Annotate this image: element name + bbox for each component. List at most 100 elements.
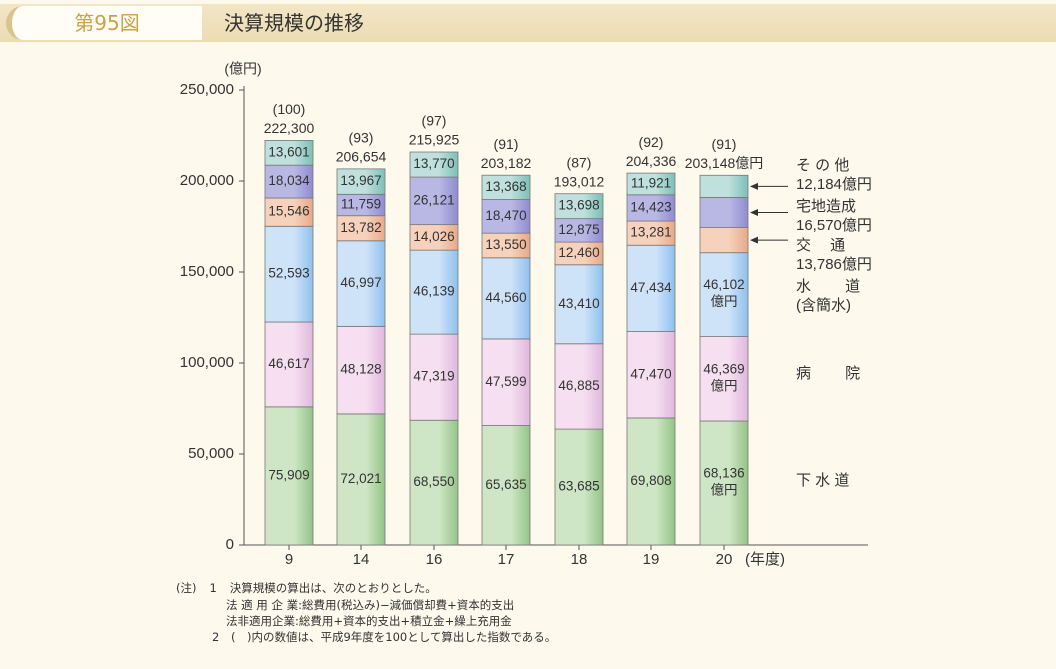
data-label: 26,121 [413, 192, 454, 207]
series-label: 交 通 [796, 236, 845, 254]
bar-segment [264, 225, 314, 323]
series-label: (含簡水) [796, 296, 851, 314]
index-label: (91) [494, 136, 519, 152]
data-label: 47,470 [630, 366, 671, 381]
x-tick-label: 20 [716, 551, 733, 568]
data-label: 13,967 [340, 173, 381, 188]
data-label: 12,875 [558, 222, 599, 237]
total-label: 222,300 [264, 120, 315, 136]
bar-segment [481, 174, 531, 200]
index-label: (93) [349, 130, 374, 146]
bar-segment [481, 338, 531, 426]
data-label: 72,021 [340, 471, 381, 486]
bar-segment [699, 336, 749, 422]
data-label: 11,759 [341, 197, 381, 212]
data-label: 68,136 [703, 466, 744, 481]
bar-segment [699, 197, 749, 229]
y-axis-unit: (億円) [224, 61, 261, 77]
index-label: (97) [422, 113, 447, 129]
bar-segment [336, 240, 386, 327]
total-label: 204,336 [626, 153, 677, 169]
bar-segment [554, 343, 604, 430]
data-label: 43,410 [558, 296, 599, 311]
data-label-unit: 億円 [711, 483, 738, 498]
bar-segment [626, 172, 676, 196]
y-tick-label: 250,000 [180, 81, 234, 98]
data-label: 13,550 [485, 237, 526, 252]
series-label: 下 水 道 [796, 472, 849, 489]
bar-segment [699, 420, 749, 546]
bar-segment [336, 168, 386, 195]
note-1a: 法 適 用 企 業:総費用(税込み)−減価償却費+資本的支出 [226, 598, 515, 612]
figure-number: 第95図 [6, 6, 202, 40]
index-label: (92) [639, 134, 664, 150]
data-label: 46,997 [340, 275, 381, 290]
data-label: 12,460 [558, 245, 599, 260]
note-1: (注) 1 決算規模の算出は、次のとおりとした。 [176, 580, 437, 596]
series-label: 12,184億円 [796, 176, 872, 193]
series-label: 16,570億円 [796, 217, 872, 234]
data-label: 47,319 [413, 369, 454, 384]
data-label: 13,601 [268, 144, 309, 159]
note-1-number: 1 [209, 581, 217, 595]
legend-arrow-head [750, 209, 758, 217]
data-label: 14,026 [413, 229, 454, 244]
data-label: 11,921 [631, 176, 671, 191]
note-prefix: (注) [176, 581, 197, 595]
data-label: 46,102 [703, 277, 744, 292]
total-label: 215,925 [409, 132, 460, 148]
data-label: 63,685 [558, 479, 599, 494]
y-tick-label: 100,000 [180, 354, 234, 371]
data-label: 15,546 [268, 204, 309, 219]
total-label: 203,182 [481, 155, 532, 171]
bar-segment [336, 215, 386, 242]
legend-arrow-head [750, 236, 758, 244]
index-label: (87) [567, 154, 592, 170]
data-label: 13,281 [630, 225, 671, 240]
bar-segment [481, 425, 531, 546]
bar-segment [626, 244, 676, 332]
bar-segment [336, 325, 386, 415]
data-label: 47,599 [485, 374, 526, 389]
index-label: (91) [712, 136, 737, 152]
bar-segment [699, 174, 749, 198]
data-label: 69,808 [630, 473, 671, 488]
data-label: 47,434 [630, 280, 672, 295]
bar-segment [409, 151, 459, 178]
bar-segment [481, 199, 531, 234]
bar-segment [554, 428, 604, 546]
data-label: 75,909 [268, 467, 309, 482]
bar-segment [264, 197, 314, 227]
bar-segment [699, 227, 749, 254]
x-tick-label: 9 [285, 551, 293, 568]
data-label: 13,770 [413, 156, 454, 171]
y-tick-label: 150,000 [180, 263, 234, 280]
series-label: そ の 他 [796, 157, 849, 174]
y-tick-label: 0 [226, 536, 234, 553]
bar-segment [626, 220, 676, 246]
bar-segment [264, 321, 314, 408]
bar-segment [554, 193, 604, 220]
total-label: 206,654 [336, 149, 387, 165]
data-label: 18,470 [485, 208, 526, 223]
x-tick-label: 16 [426, 551, 443, 568]
series-label: 水 道 [796, 278, 860, 295]
figure-header: 第95図 決算規模の推移 [0, 0, 1056, 46]
data-label: 46,139 [413, 284, 454, 299]
note-2-number: 2 [212, 630, 220, 644]
bar-segment [481, 232, 531, 259]
data-label-unit: 億円 [711, 294, 738, 309]
note-1b: 法非適用企業:総費用+資本的支出+積立金+繰上充用金 [226, 614, 512, 628]
data-label: 13,368 [485, 179, 526, 194]
data-label: 68,550 [413, 474, 454, 489]
total-label: 203,148億円 [685, 155, 764, 171]
note-2-text: ( )内の数値は、平成9年度を100として算出した指数である。 [230, 630, 557, 644]
bar-segment [626, 417, 676, 546]
data-label: 65,635 [485, 477, 526, 492]
y-tick-label: 50,000 [188, 445, 234, 462]
data-label: 13,782 [340, 220, 381, 235]
bar-segment [554, 264, 604, 345]
y-tick-label: 200,000 [180, 172, 234, 189]
note-1-text: 決算規模の算出は、次のとおりとした。 [229, 581, 437, 595]
